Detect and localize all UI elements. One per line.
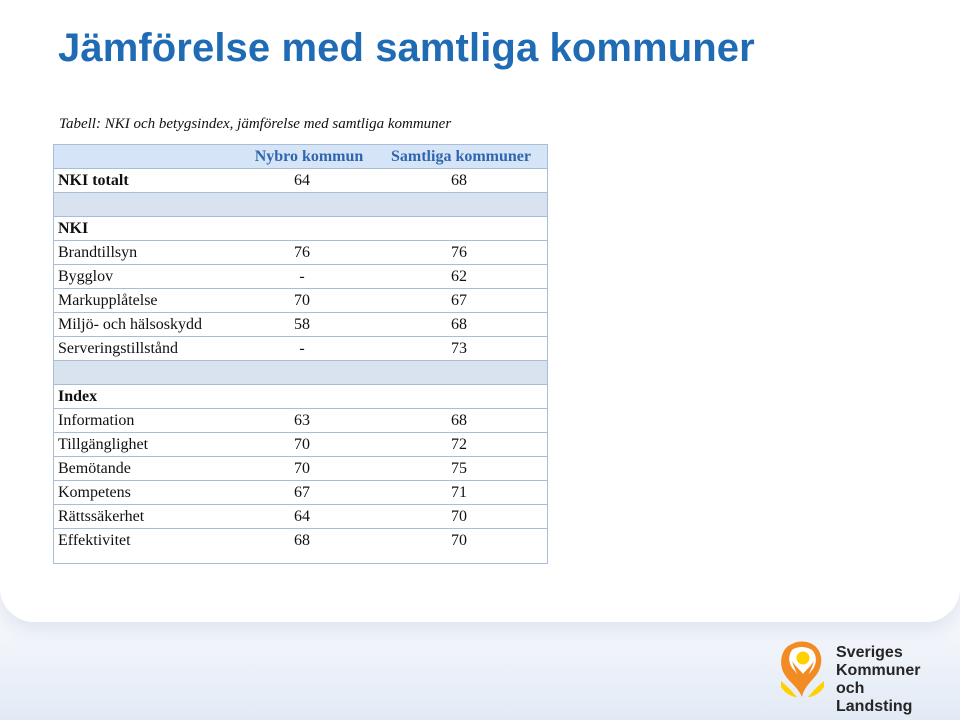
- table-row-label: Bygglov: [58, 268, 114, 285]
- table-row-label: Kompetens: [58, 484, 131, 501]
- table-row: Information 63 68: [54, 409, 547, 433]
- table-row: NKI totalt 64 68: [54, 169, 547, 193]
- table-section-row-nki: NKI: [54, 217, 547, 241]
- table-row: Effektivitet 68 70: [54, 529, 547, 553]
- table-row-label: Effektivitet: [58, 532, 131, 549]
- table-row-label: Information: [58, 412, 135, 429]
- table-row-label: NKI totalt: [58, 172, 129, 189]
- comparison-table: Nybro kommun Samtliga kommuner NKI total…: [53, 144, 548, 564]
- table-spacer-row: [54, 193, 547, 217]
- skl-logo: Sveriges Kommuner och Landsting: [775, 636, 945, 715]
- table-row-label: Brandtillsyn: [58, 244, 138, 261]
- logo-line-sveriges: Sveriges: [836, 644, 903, 661]
- table-row: Tillgänglighet 70 72: [54, 433, 547, 457]
- table-row-label: Rättssäkerhet: [58, 508, 145, 525]
- table-row: Miljö- och hälsoskydd 58 68: [54, 313, 547, 337]
- table-row: Bemötande 70 75: [54, 457, 547, 481]
- table-row-label: Tillgänglighet: [58, 436, 149, 453]
- skl-logo-text: Sveriges Kommuner och Landsting: [836, 644, 945, 716]
- table-row-label: Serveringstillstånd: [58, 340, 178, 357]
- table-row: Brandtillsyn 76 76: [54, 241, 547, 265]
- table-row: Bygglov - 62: [54, 265, 547, 289]
- table-section-label: Index: [58, 388, 98, 405]
- table-row-label: Bemötande: [58, 460, 131, 477]
- table-header-nybro: Nybro kommun: [254, 148, 364, 165]
- logo-line-och-landsting: och Landsting: [836, 680, 913, 715]
- table-section-row-index: Index: [54, 385, 547, 409]
- table-row: Markupplåtelse 70 67: [54, 289, 547, 313]
- table-header-all-municipalities: Samtliga kommuner: [391, 148, 531, 165]
- table-section-label: NKI: [58, 220, 89, 237]
- table-header-row: Nybro kommun Samtliga kommuner: [54, 145, 547, 169]
- table-row-label: Miljö- och hälsoskydd: [58, 316, 202, 333]
- table-row-label: Markupplåtelse: [58, 292, 158, 309]
- table-row: Serveringstillstånd - 73: [54, 337, 547, 361]
- page-title: Jämförelse med samtliga kommuner: [58, 26, 755, 70]
- logo-line-kommuner: Kommuner: [836, 662, 921, 679]
- table-spacer-row: [54, 361, 547, 385]
- table-row: Rättssäkerhet 64 70: [54, 505, 547, 529]
- table-row: Kompetens 67 71: [54, 481, 547, 505]
- skl-logo-icon: [781, 641, 824, 697]
- table-caption: Tabell: NKI och betygsindex, jämförelse …: [59, 116, 452, 132]
